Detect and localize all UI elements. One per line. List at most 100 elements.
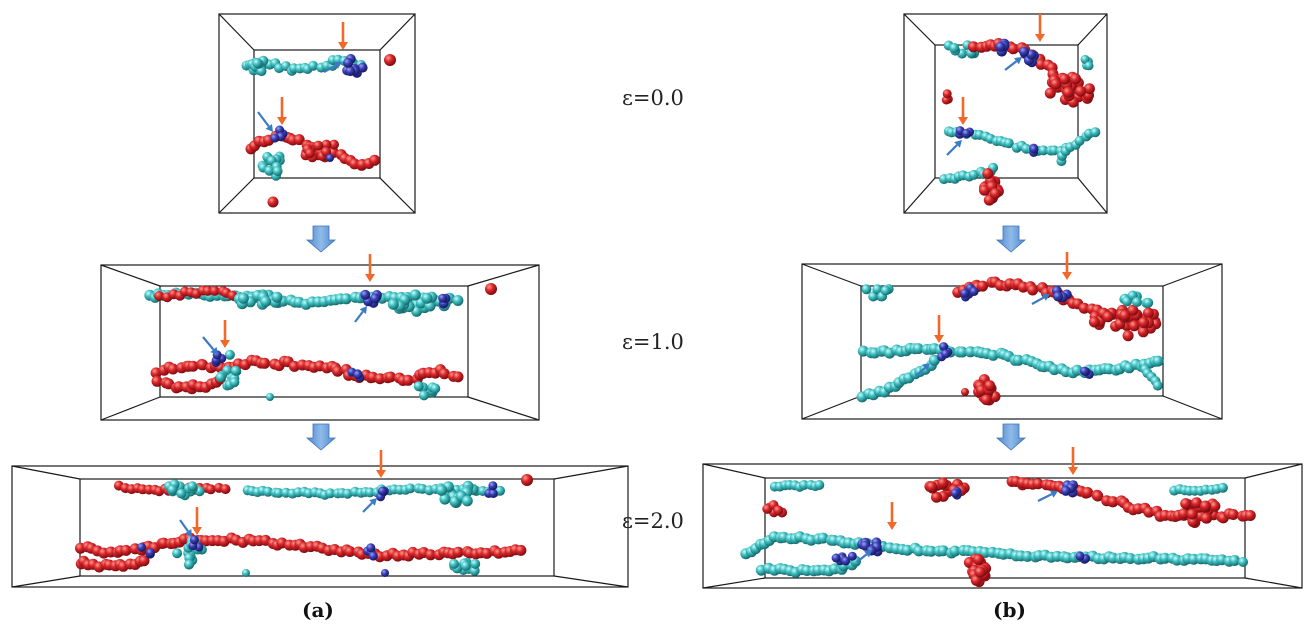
crosslink-b0-left xyxy=(995,38,1010,57)
blue-marker-arrow xyxy=(915,363,930,377)
bead xyxy=(187,481,198,492)
orange-marker-arrow xyxy=(365,254,375,282)
inner-frame xyxy=(159,285,469,398)
bead xyxy=(1062,86,1074,98)
free-bead xyxy=(381,569,389,577)
bead xyxy=(419,390,429,401)
bead xyxy=(271,291,283,303)
crosslink-b1-mid xyxy=(1080,366,1094,379)
cluster-a2-cyan-left xyxy=(164,479,205,501)
bead xyxy=(189,535,199,545)
bead xyxy=(977,280,989,292)
crosslink-a1-lower xyxy=(211,350,227,367)
orange-marker-arrow xyxy=(338,22,348,50)
bead xyxy=(1060,485,1071,496)
arrow-shaft xyxy=(1004,60,1018,71)
bead xyxy=(449,558,459,569)
arrow-shaft xyxy=(1037,493,1053,502)
arrow-head xyxy=(184,528,192,537)
bead xyxy=(402,374,414,386)
orange-marker-arrow xyxy=(934,315,944,343)
bead xyxy=(970,574,982,586)
bead xyxy=(224,349,235,360)
outer-frame xyxy=(11,465,629,588)
bead xyxy=(167,484,178,495)
frame-edge xyxy=(379,177,416,214)
bead xyxy=(1122,330,1134,342)
free-bead xyxy=(961,388,969,396)
down-arrow-icon xyxy=(305,225,337,253)
cluster-b1-cyan-right xyxy=(1119,290,1154,308)
arrow-head xyxy=(922,363,930,371)
orange-marker-arrow xyxy=(376,450,386,478)
bead xyxy=(939,342,949,352)
arrow-shaft xyxy=(362,502,373,513)
bead xyxy=(814,480,825,490)
free-bead xyxy=(266,393,274,401)
bead xyxy=(515,544,527,556)
bead xyxy=(387,298,399,310)
bead xyxy=(995,41,1006,52)
bead xyxy=(293,134,305,146)
bead xyxy=(861,284,872,295)
chain-b1-cyan xyxy=(857,342,1164,379)
bead xyxy=(264,165,275,176)
bead xyxy=(425,549,437,561)
bead xyxy=(1143,297,1154,308)
outer-frame xyxy=(903,13,1108,214)
arrow-shaft xyxy=(856,553,868,563)
bead xyxy=(942,89,952,99)
crosslink-b2-lower xyxy=(831,551,857,566)
box-b-2 xyxy=(702,463,1303,589)
bead xyxy=(872,284,883,295)
arrow-head xyxy=(365,274,375,282)
cluster-b0-red-left xyxy=(941,89,953,105)
bead xyxy=(1090,127,1101,138)
bead xyxy=(980,394,992,406)
crosslink-a2-mid xyxy=(362,543,378,561)
chain-b2-cyan-right xyxy=(1169,482,1228,496)
bead xyxy=(259,357,271,369)
bead xyxy=(438,368,450,380)
bead xyxy=(799,480,809,490)
bead xyxy=(345,66,356,77)
bead xyxy=(972,554,984,565)
frame-edge xyxy=(467,396,540,421)
bead xyxy=(252,58,263,69)
bead xyxy=(1159,552,1171,564)
crosslink-a1-top xyxy=(360,289,382,308)
bead xyxy=(137,542,146,552)
bead xyxy=(1088,316,1100,328)
bead xyxy=(369,154,381,166)
cluster-a1-cyan xyxy=(233,289,283,310)
bead xyxy=(370,293,381,304)
bead xyxy=(460,560,471,571)
bead xyxy=(962,129,971,138)
orange-marker-arrow xyxy=(1068,447,1078,475)
blue-marker-arrow xyxy=(323,61,342,73)
bead xyxy=(960,288,970,298)
bead xyxy=(205,484,216,495)
step-arrow-b-2 xyxy=(995,423,1027,451)
bead xyxy=(1003,138,1014,149)
bead xyxy=(1102,311,1114,323)
cluster-b0-cyan-right xyxy=(1080,54,1094,71)
frame-edge xyxy=(218,177,255,214)
arrow-shaft xyxy=(946,144,958,156)
frame-edge xyxy=(1077,13,1108,46)
step-arrow-a-2 xyxy=(305,423,337,451)
bead xyxy=(974,566,986,578)
arrow-head xyxy=(864,550,872,558)
down-arrow-icon xyxy=(305,423,337,451)
cluster-a0-cyan xyxy=(247,55,269,77)
bead xyxy=(229,377,240,388)
free-bead xyxy=(1238,557,1248,567)
bead xyxy=(325,488,336,499)
arrow-head xyxy=(359,306,367,314)
bead xyxy=(360,289,371,300)
bead xyxy=(409,289,421,301)
blue-marker-arrow xyxy=(946,140,962,156)
box-a-0 xyxy=(218,13,416,214)
frame-edge xyxy=(100,264,161,287)
cluster-b2-red-left xyxy=(762,500,788,518)
